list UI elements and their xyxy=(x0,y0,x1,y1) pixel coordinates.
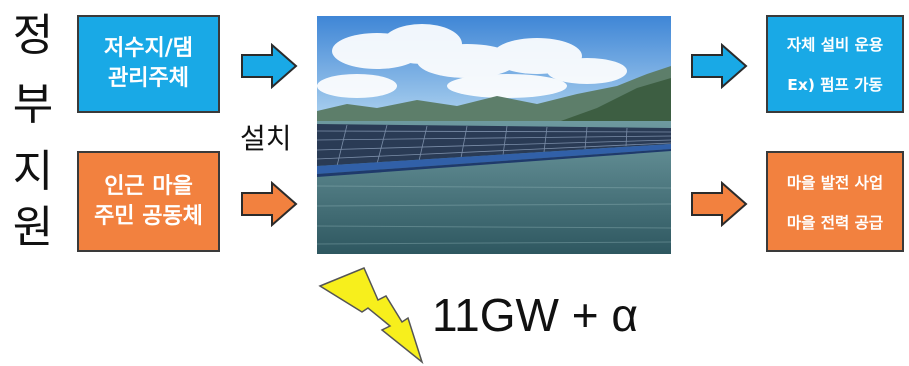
village-power-line-1: 마을 발전 사업 xyxy=(786,173,884,192)
side-label-char-2: 부 xyxy=(12,79,54,130)
self-operation-box: 자체 설비 운용 Ex) 펌프 가동 xyxy=(766,15,904,113)
arrow-right-icon xyxy=(241,43,298,89)
arrow-right-icon xyxy=(691,181,748,227)
install-label: 설치 xyxy=(240,122,292,155)
village-community-line-2: 주민 공동체 xyxy=(94,203,203,229)
arrow-right-icon xyxy=(691,43,748,89)
reservoir-manager-line-1: 저수지/댐 xyxy=(104,36,193,61)
reservoir-manager-line-2: 관리주체 xyxy=(108,66,189,91)
reservoir-manager-box: 저수지/댐 관리주체 xyxy=(77,15,220,113)
floating-solar-photo xyxy=(317,16,671,254)
side-label-char-4: 원 xyxy=(12,202,54,253)
village-power-box: 마을 발전 사업 마을 전력 공급 xyxy=(766,151,904,252)
side-label-char-3: 지 xyxy=(12,146,54,197)
village-power-line-2: 마을 전력 공급 xyxy=(786,213,884,232)
self-operation-line-1: 자체 설비 운용 xyxy=(786,36,884,54)
lightning-bolt-icon xyxy=(318,267,424,364)
village-community-box: 인근 마을 주민 공동체 xyxy=(77,151,220,252)
side-label-char-1: 정 xyxy=(12,10,54,61)
village-community-line-1: 인근 마을 xyxy=(104,173,193,199)
arrow-right-icon xyxy=(241,181,298,227)
capacity-label: 11GW + α xyxy=(432,289,638,341)
self-operation-line-2: Ex) 펌프 가동 xyxy=(787,76,883,94)
